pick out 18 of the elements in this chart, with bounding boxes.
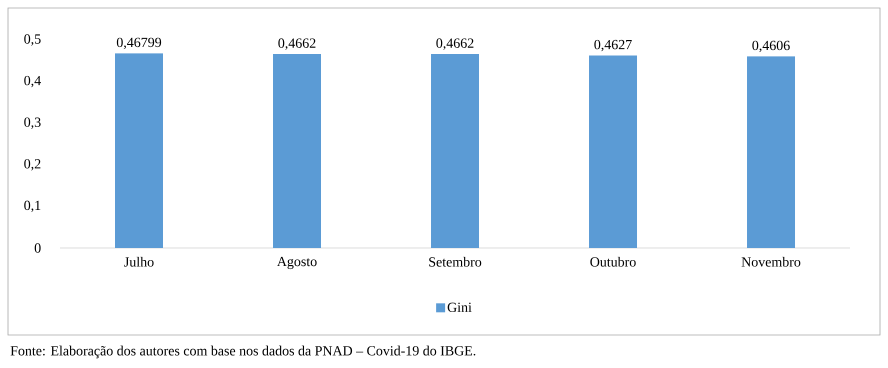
data-label: 0,4606	[752, 40, 790, 52]
data-label: 0,4662	[278, 38, 316, 50]
source-note: Fonte: Elaboração dos autores com base nos dados da PNAD – Covid-19 do IBGE.	[10, 346, 476, 358]
x-tick-label: Julho	[124, 256, 154, 267]
y-tick-label: 0	[34, 243, 41, 253]
data-label: 0,46799	[116, 38, 162, 50]
legend-label: Gini	[448, 302, 472, 312]
data-label: 0,4627	[594, 40, 632, 52]
y-tick-label: 0,5	[24, 34, 41, 46]
x-tick-label: Novembro	[742, 256, 800, 267]
data-label: 0,4662	[436, 38, 474, 50]
x-tick-label: Agosto	[277, 256, 317, 270]
x-tick-label: Outubro	[590, 256, 636, 267]
y-tick-label: 0,2	[24, 159, 40, 171]
y-tick-label: 0,3	[24, 117, 41, 129]
y-tick-label: 0,1	[24, 200, 40, 212]
x-tick-label: Setembro	[429, 256, 482, 267]
y-tick-label: 0,4	[24, 76, 41, 88]
